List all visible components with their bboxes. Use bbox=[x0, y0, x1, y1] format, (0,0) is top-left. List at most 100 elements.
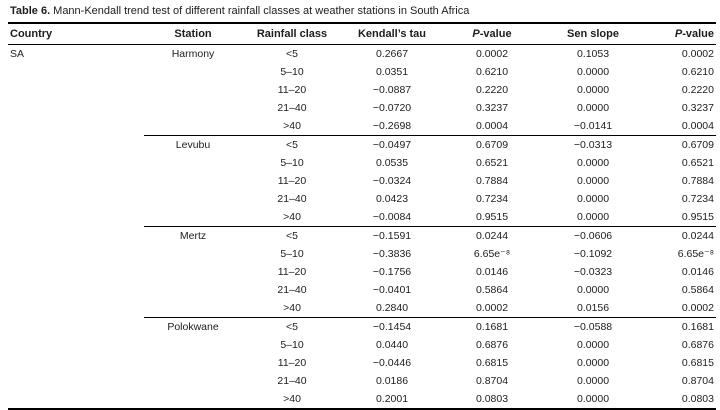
cell-p-value-2: 0.2220 bbox=[681, 84, 714, 96]
cell-kendalls-tau: −0.1756 bbox=[372, 266, 412, 278]
cell-p-value-1: 0.0803 bbox=[475, 393, 509, 405]
cell-p-value-1: 0.6876 bbox=[475, 339, 509, 351]
cell-station bbox=[144, 336, 242, 354]
column-header-tau: Kendall’s tau bbox=[342, 23, 442, 45]
cell-sen-slope: 0.0000 bbox=[576, 393, 610, 405]
cell-rainfall-class: <5 bbox=[242, 135, 342, 154]
cell-p-value-1: 0.0002 bbox=[475, 302, 509, 314]
cell-country bbox=[8, 81, 144, 99]
cell-country bbox=[8, 372, 144, 390]
cell-rainfall-class: >40 bbox=[283, 393, 301, 405]
cell-p-value-2: 0.6815 bbox=[681, 357, 714, 369]
cell-sen-slope: 0.0000 bbox=[576, 157, 610, 169]
column-header-p1: P-value bbox=[442, 23, 542, 45]
cell-sen-slope: −0.0323 bbox=[573, 266, 613, 278]
cell-country bbox=[8, 172, 144, 190]
cell-p-value-1: 0.0002 bbox=[475, 48, 509, 60]
cell-country bbox=[8, 263, 144, 281]
column-header-country: Country bbox=[8, 23, 144, 45]
table-row: 11–20 −0.0324 0.7884 0.0000 0.7884 bbox=[8, 172, 716, 190]
cell-station bbox=[144, 281, 242, 299]
cell-rainfall-class: >40 bbox=[283, 120, 301, 132]
cell-p-value-1: 0.7234 bbox=[475, 193, 509, 205]
column-header-station: Station bbox=[144, 23, 242, 45]
cell-station bbox=[144, 190, 242, 208]
cell-p-value-2: 0.7884 bbox=[681, 175, 714, 187]
cell-rainfall-class: 5–10 bbox=[280, 339, 304, 351]
cell-rainfall-class: 5–10 bbox=[280, 66, 304, 78]
cell-kendalls-tau: 0.0186 bbox=[375, 375, 409, 387]
table-head: Country Station Rainfall class Kendall’s ta… bbox=[8, 23, 716, 45]
cell-sen-slope: 0.0000 bbox=[576, 357, 610, 369]
column-header-rainfall: Rainfall class bbox=[242, 23, 342, 45]
cell-kendalls-tau: −0.0887 bbox=[372, 84, 412, 96]
cell-sen-slope: 0.0000 bbox=[576, 375, 610, 387]
cell-sen-slope: −0.0141 bbox=[573, 120, 613, 132]
cell-p-value-2: 0.6876 bbox=[681, 339, 714, 351]
cell-station bbox=[144, 299, 242, 318]
cell-p-value-2: 0.8704 bbox=[681, 375, 714, 387]
cell-country bbox=[8, 136, 144, 155]
cell-p-value-1: 0.0146 bbox=[475, 266, 509, 278]
cell-station: Polokwane bbox=[144, 317, 242, 336]
cell-rainfall-class: 21–40 bbox=[277, 193, 307, 205]
cell-rainfall-class: 5–10 bbox=[280, 157, 304, 169]
table-row: 5–10 0.0440 0.6876 0.0000 0.6876 bbox=[8, 336, 716, 354]
cell-station bbox=[144, 172, 242, 190]
cell-station: Mertz bbox=[144, 226, 242, 245]
cell-station: Harmony bbox=[171, 48, 215, 60]
cell-rainfall-class: >40 bbox=[283, 302, 301, 314]
table-row: SA Harmony <5 0.2667 0.0002 0.1053 0.0002 bbox=[8, 45, 716, 64]
cell-station bbox=[144, 81, 242, 99]
cell-sen-slope: −0.0313 bbox=[542, 135, 644, 154]
trend-table: Country Station Rainfall class Kendall’s ta… bbox=[8, 22, 716, 410]
cell-p-value-2: 0.0002 bbox=[681, 48, 714, 60]
cell-p-value-2: 0.0004 bbox=[681, 120, 714, 132]
cell-rainfall-class: 5–10 bbox=[280, 248, 304, 260]
cell-country bbox=[8, 390, 144, 409]
cell-country bbox=[8, 227, 144, 246]
cell-country bbox=[8, 299, 144, 318]
cell-sen-slope: 0.0000 bbox=[576, 66, 610, 78]
cell-rainfall-class: >40 bbox=[283, 211, 301, 223]
cell-station bbox=[144, 208, 242, 227]
cell-p-value-1: 0.3237 bbox=[475, 102, 509, 114]
cell-p-value-1: 0.6709 bbox=[442, 135, 542, 154]
cell-rainfall-class: 11–20 bbox=[277, 357, 307, 369]
cell-station bbox=[144, 372, 242, 390]
cell-p-value-1: 0.2220 bbox=[475, 84, 509, 96]
cell-country bbox=[8, 99, 144, 117]
cell-sen-slope: 0.0000 bbox=[576, 84, 610, 96]
cell-country bbox=[8, 281, 144, 299]
table-row: 21–40 0.0423 0.7234 0.0000 0.7234 bbox=[8, 190, 716, 208]
cell-kendalls-tau: −0.0084 bbox=[372, 211, 412, 223]
cell-sen-slope: 0.0000 bbox=[576, 175, 610, 187]
cell-p-value-1: 0.1681 bbox=[442, 317, 542, 336]
cell-station bbox=[144, 99, 242, 117]
cell-country bbox=[8, 208, 144, 227]
cell-sen-slope: −0.0606 bbox=[542, 226, 644, 245]
cell-kendalls-tau: 0.0535 bbox=[375, 157, 409, 169]
cell-sen-slope: −0.1092 bbox=[573, 248, 613, 260]
cell-rainfall-class: 21–40 bbox=[277, 284, 307, 296]
cell-sen-slope: 0.0000 bbox=[576, 102, 610, 114]
cell-p-value-2: 0.0803 bbox=[681, 393, 714, 405]
cell-kendalls-tau: 0.0440 bbox=[375, 339, 409, 351]
cell-p-value-2: 0.5864 bbox=[681, 284, 714, 296]
cell-p-value-2: 0.6210 bbox=[681, 66, 714, 78]
cell-p-value-1: 0.8704 bbox=[475, 375, 509, 387]
table-row: 21–40 −0.0401 0.5864 0.0000 0.5864 bbox=[8, 281, 716, 299]
cell-country bbox=[8, 245, 144, 263]
cell-country bbox=[8, 154, 144, 172]
table-row: 11–20 −0.1756 0.0146 −0.0323 0.0146 bbox=[8, 263, 716, 281]
cell-sen-slope: 0.0000 bbox=[576, 339, 610, 351]
column-header-sen: Sen slope bbox=[542, 23, 644, 45]
cell-country bbox=[8, 117, 144, 136]
cell-p-value-2: 0.9515 bbox=[681, 211, 714, 223]
table-row: Levubu <5 −0.0497 0.6709 −0.0313 0.6709 bbox=[8, 135, 716, 155]
table-body: SA Harmony <5 0.2667 0.0002 0.1053 0.0002 5–10 0… bbox=[8, 45, 716, 410]
cell-p-value-2: 0.0244 bbox=[644, 226, 716, 245]
cell-kendalls-tau: −0.0401 bbox=[372, 284, 412, 296]
table-row: 11–20 −0.0446 0.6815 0.0000 0.6815 bbox=[8, 354, 716, 372]
cell-country: SA bbox=[10, 48, 25, 60]
